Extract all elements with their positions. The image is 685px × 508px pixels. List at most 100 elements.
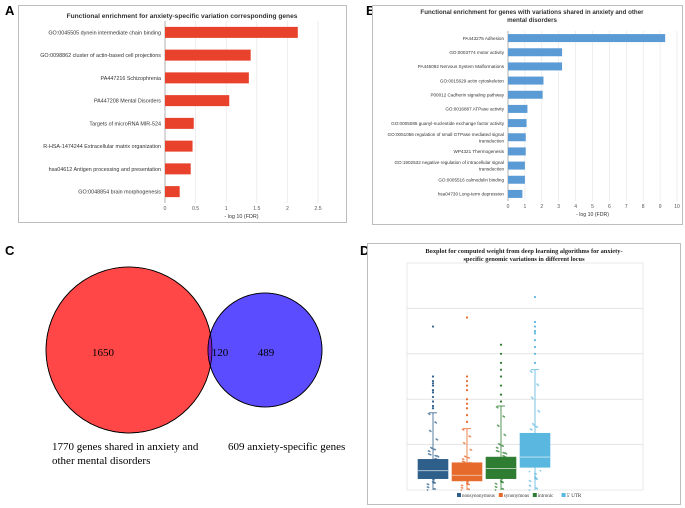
bar bbox=[508, 34, 666, 43]
data-point bbox=[536, 426, 539, 429]
venn-outline-shared bbox=[45, 266, 213, 434]
data-point bbox=[530, 371, 533, 373]
data-point bbox=[428, 413, 431, 416]
outlier-point bbox=[533, 320, 537, 324]
panel-c-venn: 1650 120 489 bbox=[45, 266, 323, 434]
category-label: PA447208 Mental Disorders bbox=[94, 99, 161, 105]
x-tick-label: 2.5 bbox=[314, 206, 321, 212]
category-label: P00012 Cadherin signaling pathway bbox=[430, 93, 504, 98]
outlier-point bbox=[465, 398, 469, 401]
legend-swatch bbox=[498, 493, 503, 497]
data-point bbox=[434, 448, 437, 451]
data-point bbox=[436, 438, 439, 441]
outlier-point bbox=[533, 332, 537, 335]
category-label: transduction bbox=[479, 138, 504, 143]
bar bbox=[508, 175, 525, 184]
data-point bbox=[463, 442, 466, 445]
panel-a-chart: Functional enrichment for anxiety-specif… bbox=[40, 13, 321, 220]
panel-a-frame bbox=[18, 5, 347, 223]
outlier-point bbox=[431, 325, 435, 328]
category-label: GO:1902532 negative regulation of intrac… bbox=[394, 160, 504, 165]
data-point bbox=[529, 485, 532, 487]
x-tick-label: 9 bbox=[659, 204, 662, 210]
chart-title: Functional enrichment for anxiety-specif… bbox=[67, 13, 298, 20]
category-label: GO:0048854 brain morphogenesis bbox=[78, 190, 161, 196]
x-tick-label: 1 bbox=[225, 206, 228, 212]
category-label: GO:0016887 ATPase activity bbox=[445, 107, 504, 112]
outlier-point bbox=[465, 375, 469, 378]
category-label: R-HSA-1474244 Extracellular matrix organ… bbox=[43, 144, 161, 150]
data-point bbox=[503, 416, 506, 418]
data-point bbox=[435, 421, 438, 424]
x-tick-label: 10 bbox=[674, 204, 680, 210]
x-tick-label: 0 bbox=[164, 206, 167, 212]
bar bbox=[508, 48, 563, 57]
outlier-point bbox=[499, 361, 503, 364]
data-point bbox=[534, 475, 536, 478]
bar bbox=[165, 186, 180, 198]
venn-label-set-1-line-1: 1770 genes shared in anxiety and bbox=[52, 441, 199, 453]
outlier-point bbox=[431, 400, 435, 403]
data-point bbox=[434, 482, 437, 484]
bar bbox=[508, 147, 526, 156]
bar bbox=[508, 90, 543, 99]
category-label: GO:0098862 cluster of actin-based cell p… bbox=[40, 53, 161, 59]
venn-label-set-1-line-2: other mental disorders bbox=[52, 455, 151, 467]
outlier-point bbox=[431, 391, 435, 394]
chart-title-line: specific genomic variations in different… bbox=[463, 256, 585, 263]
bar bbox=[165, 49, 251, 61]
outlier-point bbox=[499, 343, 503, 346]
data-point bbox=[528, 470, 531, 473]
panel-b-chart: Functional enrichment for genes with var… bbox=[388, 9, 680, 218]
bar bbox=[165, 117, 194, 129]
venn-outline-specific bbox=[207, 292, 323, 408]
bar bbox=[508, 133, 526, 142]
outlier-point bbox=[431, 375, 435, 378]
data-point bbox=[469, 435, 472, 438]
venn-circle-shared bbox=[45, 266, 213, 434]
data-point bbox=[434, 488, 437, 491]
outlier-point bbox=[499, 400, 503, 403]
data-point bbox=[495, 486, 498, 489]
data-point bbox=[529, 480, 532, 483]
data-point bbox=[494, 489, 497, 491]
x-tick-label: 4 bbox=[574, 204, 577, 210]
category-label: GO:0051056 regulation of small GTPase me… bbox=[388, 132, 504, 137]
data-point bbox=[538, 410, 541, 413]
category-label: GO:0005085 guanyl-nucleotide exchange fa… bbox=[391, 121, 505, 126]
bar bbox=[165, 140, 193, 152]
category-label: GO:0015629 actin cytoskeleton bbox=[440, 78, 505, 83]
legend-label: intronic bbox=[538, 494, 554, 499]
panel-letter-d: D bbox=[360, 243, 370, 258]
data-point bbox=[437, 455, 440, 458]
data-point bbox=[531, 422, 534, 425]
panel-letter-b: B bbox=[366, 3, 376, 18]
data-point bbox=[529, 369, 532, 372]
data-point bbox=[533, 424, 535, 426]
legend-swatch bbox=[457, 493, 461, 497]
data-point bbox=[462, 458, 465, 461]
outlier-point bbox=[431, 395, 435, 399]
outlier-point bbox=[499, 393, 503, 396]
data-point bbox=[462, 429, 465, 431]
outlier-point bbox=[465, 402, 469, 405]
bar bbox=[508, 119, 527, 128]
data-point bbox=[428, 450, 431, 453]
category-label: GO:0005516 calmodulin binding bbox=[438, 178, 504, 183]
bar bbox=[508, 161, 525, 170]
data-point bbox=[461, 484, 464, 487]
data-point bbox=[536, 383, 539, 386]
outlier-point bbox=[431, 404, 435, 408]
panel-d-chart: Boxplot for computed weight from deep le… bbox=[406, 248, 644, 499]
chart-title-line: mental disorders bbox=[507, 17, 557, 24]
outlier-point bbox=[465, 407, 469, 410]
data-point bbox=[461, 487, 464, 489]
outlier-point bbox=[499, 384, 503, 387]
data-point bbox=[505, 452, 508, 455]
outlier-point bbox=[431, 384, 435, 387]
data-point bbox=[468, 488, 471, 491]
data-point bbox=[528, 489, 531, 491]
chart-title-line: Functional enrichment for genes with var… bbox=[420, 9, 644, 16]
data-point bbox=[460, 489, 463, 491]
data-point bbox=[504, 434, 507, 437]
